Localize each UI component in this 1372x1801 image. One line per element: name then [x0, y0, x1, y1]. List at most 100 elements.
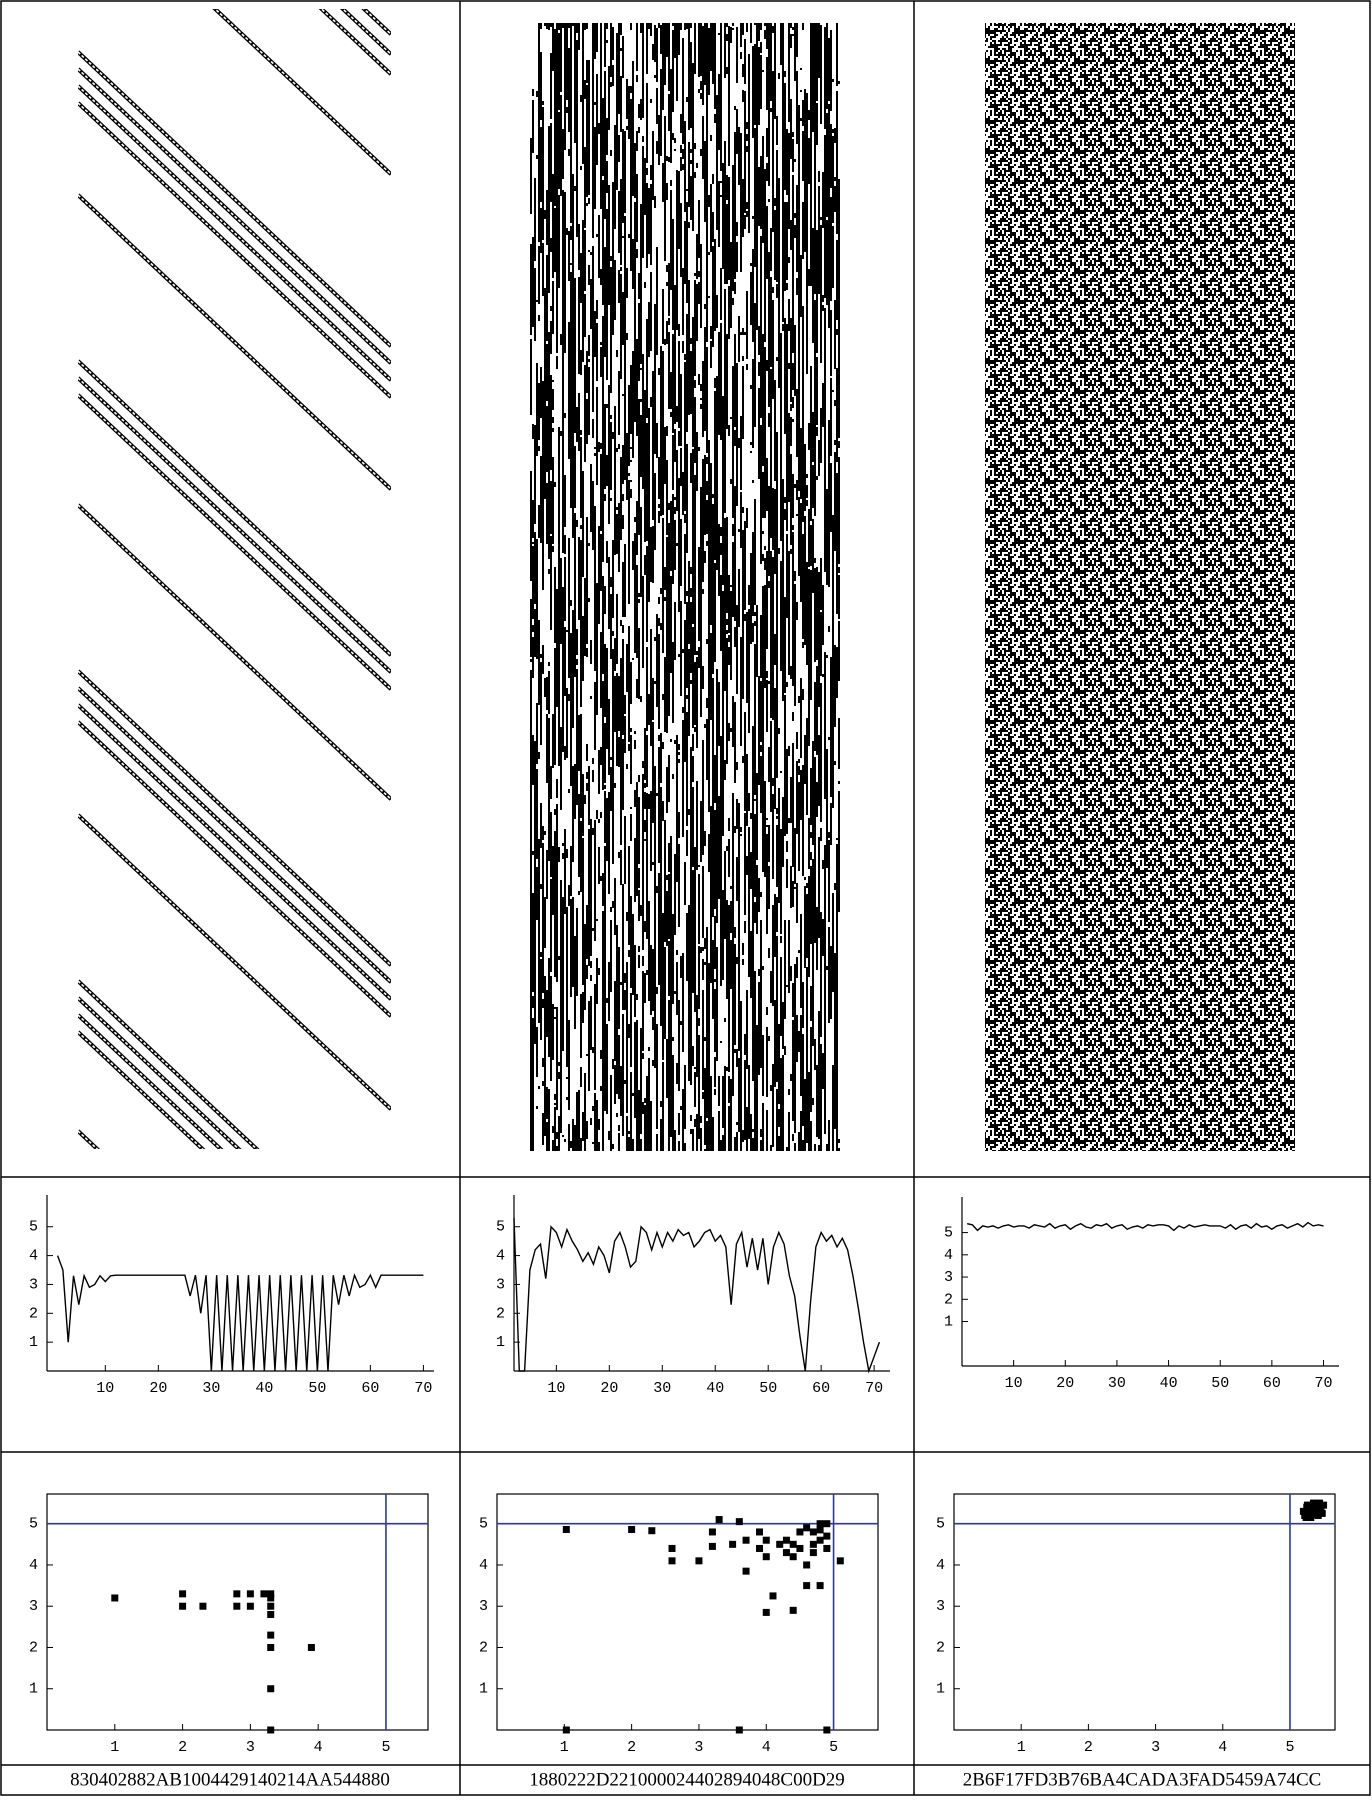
automaton-cell	[780, 561, 782, 612]
automaton-cell	[580, 608, 582, 707]
automaton-cell	[656, 141, 658, 147]
x-tick-label: 5	[829, 1739, 838, 1756]
automaton-cell	[770, 627, 772, 713]
automaton-cell	[564, 92, 566, 150]
automaton-cell	[594, 102, 596, 105]
automaton-cell	[820, 617, 822, 676]
automaton-cell	[654, 858, 656, 868]
automaton-cell	[638, 273, 640, 299]
automaton-cell	[592, 129, 594, 213]
automaton-cell	[662, 952, 664, 991]
automaton-cell	[764, 169, 766, 175]
automaton-cell	[580, 360, 582, 375]
automaton-cell	[766, 837, 768, 885]
automaton-cell	[792, 480, 794, 509]
automaton-cell	[692, 317, 694, 394]
automaton-cell	[700, 1128, 702, 1151]
automaton-cell	[814, 1039, 816, 1070]
automaton-cell	[672, 494, 674, 499]
automaton-cell	[586, 203, 588, 206]
automaton-cell	[832, 668, 834, 740]
automaton-cell	[592, 345, 594, 350]
automaton-cell	[550, 768, 552, 774]
automaton-cell	[616, 594, 618, 664]
automaton-cell	[734, 396, 736, 427]
automaton-cell	[626, 268, 628, 271]
automaton-cell	[576, 629, 578, 655]
automaton-cell	[568, 245, 570, 274]
automaton-cell	[652, 526, 654, 583]
automaton-cell	[660, 492, 662, 516]
automaton-cell	[836, 1031, 838, 1130]
automaton-cell	[796, 282, 798, 295]
automaton-cell	[764, 34, 766, 36]
automaton-cell	[762, 368, 764, 455]
automaton-cell	[830, 104, 832, 109]
automaton-cell	[792, 27, 794, 30]
automaton-cell	[694, 475, 696, 571]
automaton-cell	[700, 404, 702, 409]
automaton-cell	[832, 136, 834, 143]
automaton-cell	[776, 511, 778, 554]
automaton-cell	[608, 1135, 610, 1138]
automaton-cell	[640, 270, 642, 277]
automaton-cell	[766, 368, 768, 371]
automaton-cell	[536, 1071, 538, 1077]
automaton-cell	[720, 527, 722, 530]
automaton-cell	[630, 1088, 632, 1112]
automaton-cell	[612, 901, 614, 904]
automaton-cell	[586, 79, 588, 83]
automaton-cell	[772, 912, 774, 1006]
automaton-cell	[744, 905, 746, 915]
automaton-cell	[692, 181, 694, 187]
automaton-cell	[576, 659, 578, 665]
automaton-cell	[728, 818, 730, 831]
automaton-cell	[728, 129, 730, 166]
automaton-cell	[766, 1037, 768, 1097]
data-point	[803, 1561, 810, 1568]
automaton-cell	[830, 463, 832, 493]
automaton-cell	[780, 957, 782, 973]
automaton-cell	[568, 789, 570, 793]
automaton-cell	[602, 1028, 604, 1116]
automaton-cell	[758, 39, 760, 41]
automaton-cell	[560, 334, 562, 345]
automaton-cell	[696, 234, 698, 279]
automaton-cell	[652, 44, 654, 60]
automaton-cell	[612, 649, 614, 718]
automaton-cell	[824, 845, 826, 849]
automaton-cell	[570, 503, 572, 508]
automaton-cell	[812, 475, 814, 506]
automaton-cell	[816, 567, 818, 572]
automaton-cell	[768, 102, 770, 186]
automaton-cell	[642, 151, 644, 173]
automaton-cell	[802, 500, 804, 522]
automaton-cell	[742, 1130, 744, 1142]
automaton-cell	[788, 363, 790, 369]
automaton-cell	[714, 378, 716, 381]
x-tick-label: 4	[314, 1739, 323, 1756]
automaton-cell	[536, 454, 538, 456]
automaton-cell	[766, 885, 768, 934]
automaton-cell	[802, 100, 804, 126]
automaton-cell	[830, 661, 832, 671]
automaton-cell	[766, 551, 768, 624]
automaton-cell	[572, 854, 574, 859]
automaton-cell	[810, 768, 812, 775]
automaton-cell	[722, 524, 724, 526]
automaton-cell	[586, 965, 588, 979]
automaton-cell	[776, 116, 778, 145]
automaton-cell	[774, 914, 776, 957]
automaton-cell	[790, 34, 792, 38]
automaton-cell	[728, 989, 730, 1072]
automaton-cell	[678, 812, 680, 838]
automaton-cell	[762, 554, 764, 561]
automaton-cell	[706, 451, 708, 453]
automaton-cell	[532, 237, 534, 324]
automaton-cell	[650, 735, 652, 741]
automaton-cell	[694, 1067, 696, 1069]
automaton-cell	[568, 1020, 570, 1107]
automaton-cell	[668, 843, 670, 872]
automaton-cell	[692, 870, 694, 923]
automaton-cell	[764, 334, 766, 339]
